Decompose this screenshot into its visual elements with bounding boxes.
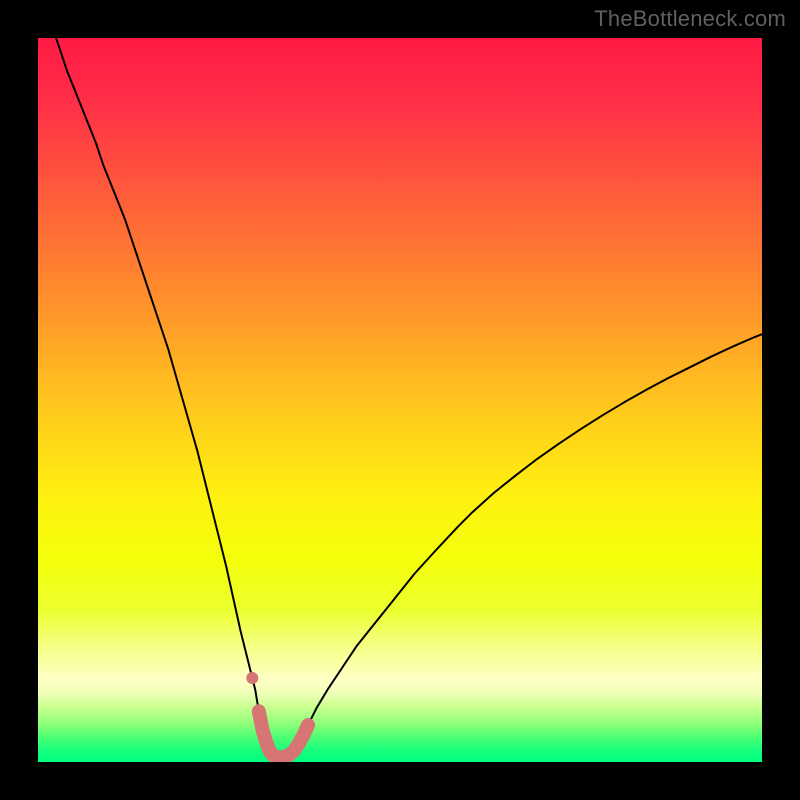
bottleneck-marker-dot (246, 672, 258, 684)
bottleneck-curve-line (42, 38, 762, 758)
chart-container (38, 38, 762, 762)
attribution-text: TheBottleneck.com (594, 6, 786, 32)
chart-svg (38, 38, 762, 762)
bottleneck-minimum-marker (259, 711, 308, 757)
